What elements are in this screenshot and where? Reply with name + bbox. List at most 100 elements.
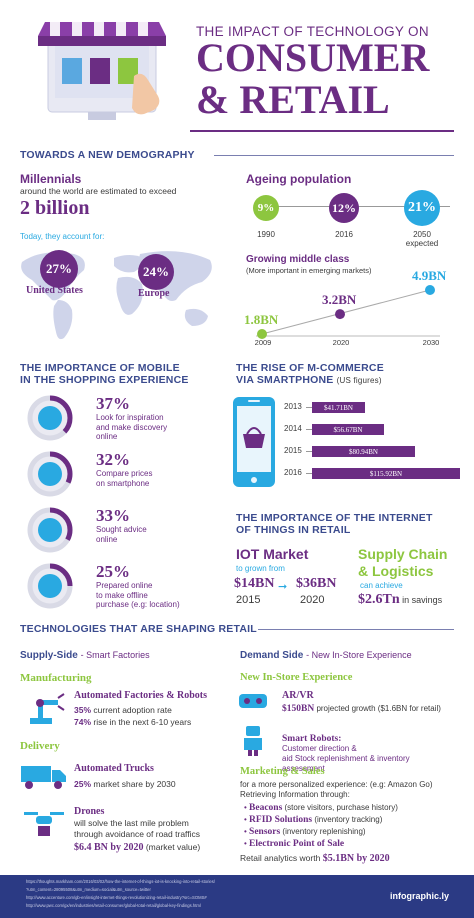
- bullet-title: Sensors: [249, 827, 281, 837]
- analytics-line: Retail analytics worth $5.1BN by 2020: [240, 853, 390, 864]
- mobile-percent: 32%: [96, 450, 130, 469]
- account-for-label: Today, they account for:: [20, 232, 105, 241]
- robot-arm-icon: [24, 690, 66, 726]
- mobile-text: Compare prices on smartphone: [96, 469, 153, 488]
- ageing-year: 1990: [257, 230, 275, 239]
- iot-arrow: ➞: [278, 581, 288, 593]
- vr-headset-icon: [238, 690, 268, 712]
- demography-rule: [214, 155, 454, 156]
- iot-from-value: $14BN: [234, 576, 275, 591]
- adoption-pct: 35%: [74, 705, 92, 715]
- mobile-phone-icon: [38, 518, 62, 542]
- drones-title: Drones: [74, 806, 105, 817]
- mcommerce-bar-label: $115.92BN: [369, 469, 403, 478]
- auto-factories-title: Automated Factories & Robots: [74, 690, 208, 701]
- iot-to-value: $36BN: [296, 576, 337, 591]
- rise-text: rise in the next 6-10 years: [93, 717, 192, 727]
- analytics-value: $5.1BN by 2020: [322, 853, 390, 864]
- ring-fill: [27, 507, 73, 553]
- mcommerce-heading-line1: THE RISE OF M-COMMERCE: [236, 362, 384, 374]
- marketing-bullet: • RFID Solutions (inventory tracking): [244, 814, 464, 826]
- mobile-list: 37% Look for inspiration and make discove…: [20, 392, 220, 614]
- middle-class-trend: [261, 289, 431, 335]
- supply-chain-title-line2: & Logistics: [358, 563, 434, 579]
- bullet-dot: •: [244, 839, 250, 848]
- mobile-progress-ring: [27, 507, 73, 553]
- ageing-percent: 9%: [257, 202, 275, 214]
- ring-fill: [27, 451, 73, 497]
- us-label: United States: [26, 285, 83, 296]
- analytics-text: Retail analytics worth: [240, 853, 321, 863]
- ageing-percent: 21%: [408, 200, 436, 215]
- drones-text: will solve the last mile problem through…: [74, 818, 201, 839]
- middle-class-point: [425, 285, 435, 295]
- middle-class-subtitle: (More important in emerging markets): [246, 266, 372, 275]
- robots-text: Customer direction & aid Stock replenish…: [282, 744, 410, 773]
- middle-class-point: [257, 329, 267, 339]
- footer-source-link[interactable]: http://www.pwc.com/gx/en/industries/reta…: [26, 903, 201, 908]
- supply-chain-title-line1: Supply Chain: [358, 546, 448, 562]
- mcommerce-heading-line2: VIA SMARTPHONE (US figures): [236, 374, 382, 386]
- header-rule: [190, 130, 454, 132]
- mcommerce-bar: $41.71BN: [312, 402, 365, 413]
- middle-class-year: 2009: [254, 338, 272, 347]
- mobile-phone-icon: [38, 574, 62, 598]
- savings-value: $2.6Tn: [358, 592, 400, 607]
- footer-source-link[interactable]: ?utm_content=28095508&utm_medium=social&…: [26, 887, 151, 892]
- mobile-progress-ring: [27, 395, 73, 441]
- mcommerce-tick: [306, 473, 312, 474]
- mobile-progress-ring: [27, 563, 73, 609]
- mcommerce-year: 2015: [284, 446, 302, 455]
- footer-source-link[interactable]: https://thoughts.markham.com/2016/03/02/…: [26, 879, 215, 884]
- mcommerce-year: 2016: [284, 468, 302, 477]
- robots-block: Smart Robots: Customer direction & aid S…: [282, 724, 462, 774]
- mobile-text: Prepared online to make offline purchase…: [96, 581, 180, 609]
- supply-side-label: Supply-Side: [20, 650, 78, 661]
- rise-pct: 74%: [74, 717, 92, 727]
- drone-icon: [20, 808, 68, 838]
- footer-source-link[interactable]: http://www.accenture.com/gb-en/insight-i…: [26, 895, 207, 900]
- marketing-bullet: • Electronic Point of Sale: [244, 838, 464, 850]
- supply-side-sub: - Smart Factories: [80, 650, 150, 660]
- us-percent-circle: 27%: [40, 250, 78, 288]
- supply-side-title: Supply-Side - Smart Factories: [20, 650, 150, 661]
- mcommerce-tick: [306, 407, 312, 408]
- drones-value: $6.4 BN by 2020: [74, 842, 144, 853]
- instore-title: New In-Store Experience: [240, 672, 353, 683]
- mobile-progress-ring: [27, 451, 73, 497]
- footer-brand[interactable]: infographic.ly: [390, 891, 450, 901]
- marketing-bullet: • Sensors (inventory replenishing): [244, 826, 464, 838]
- trucks-pct: 25%: [74, 779, 92, 789]
- mobile-phone-icon: [38, 406, 62, 430]
- footer: https://thoughts.markham.com/2016/03/02/…: [0, 875, 474, 918]
- demography-heading: TOWARDS A NEW DEMOGRAPHY: [20, 149, 195, 161]
- adoption-line: 35% current adoption rate: [74, 705, 172, 715]
- iot-market-sub: to grown from: [236, 564, 285, 573]
- iot-heading-line2: OF THINGS IN RETAIL: [236, 524, 351, 536]
- mcommerce-tick: [306, 429, 312, 430]
- mobile-percent: 37%: [96, 394, 130, 413]
- millennials-title: Millennials: [20, 172, 82, 186]
- mcommerce-bar-label: $56.67BN: [333, 425, 363, 434]
- robot-icon: [240, 724, 266, 756]
- ring-fill: [27, 563, 73, 609]
- mcommerce-bar-label: $80.94BN: [349, 447, 378, 456]
- bullet-dot: •: [244, 803, 250, 812]
- tech-rule: [258, 629, 454, 630]
- mobile-heading-line2: IN THE SHOPPING EXPERIENCE: [20, 374, 189, 386]
- middle-class-value: 3.2BN: [322, 292, 357, 308]
- bullet-title: Beacons: [249, 803, 283, 813]
- middle-class-year: 2030: [422, 338, 440, 347]
- mcommerce-bar: $115.92BN: [312, 468, 460, 479]
- mcommerce-heading-note: (US figures): [336, 376, 382, 385]
- mcommerce-bar: $80.94BN: [312, 446, 415, 457]
- trucks-text: market share by 2030: [93, 779, 176, 789]
- eu-label: Europe: [138, 288, 170, 299]
- ageing-year: 2016: [335, 230, 353, 239]
- bullet-dot: •: [244, 815, 250, 824]
- auto-trucks-title: Automated Trucks: [74, 763, 154, 774]
- marketing-text: for a more personalized experience: (e.g…: [240, 780, 433, 799]
- middle-class-value: 4.9BN: [412, 268, 447, 283]
- us-percent: 27%: [46, 261, 72, 276]
- mcommerce-heading-text: VIA SMARTPHONE: [236, 374, 334, 386]
